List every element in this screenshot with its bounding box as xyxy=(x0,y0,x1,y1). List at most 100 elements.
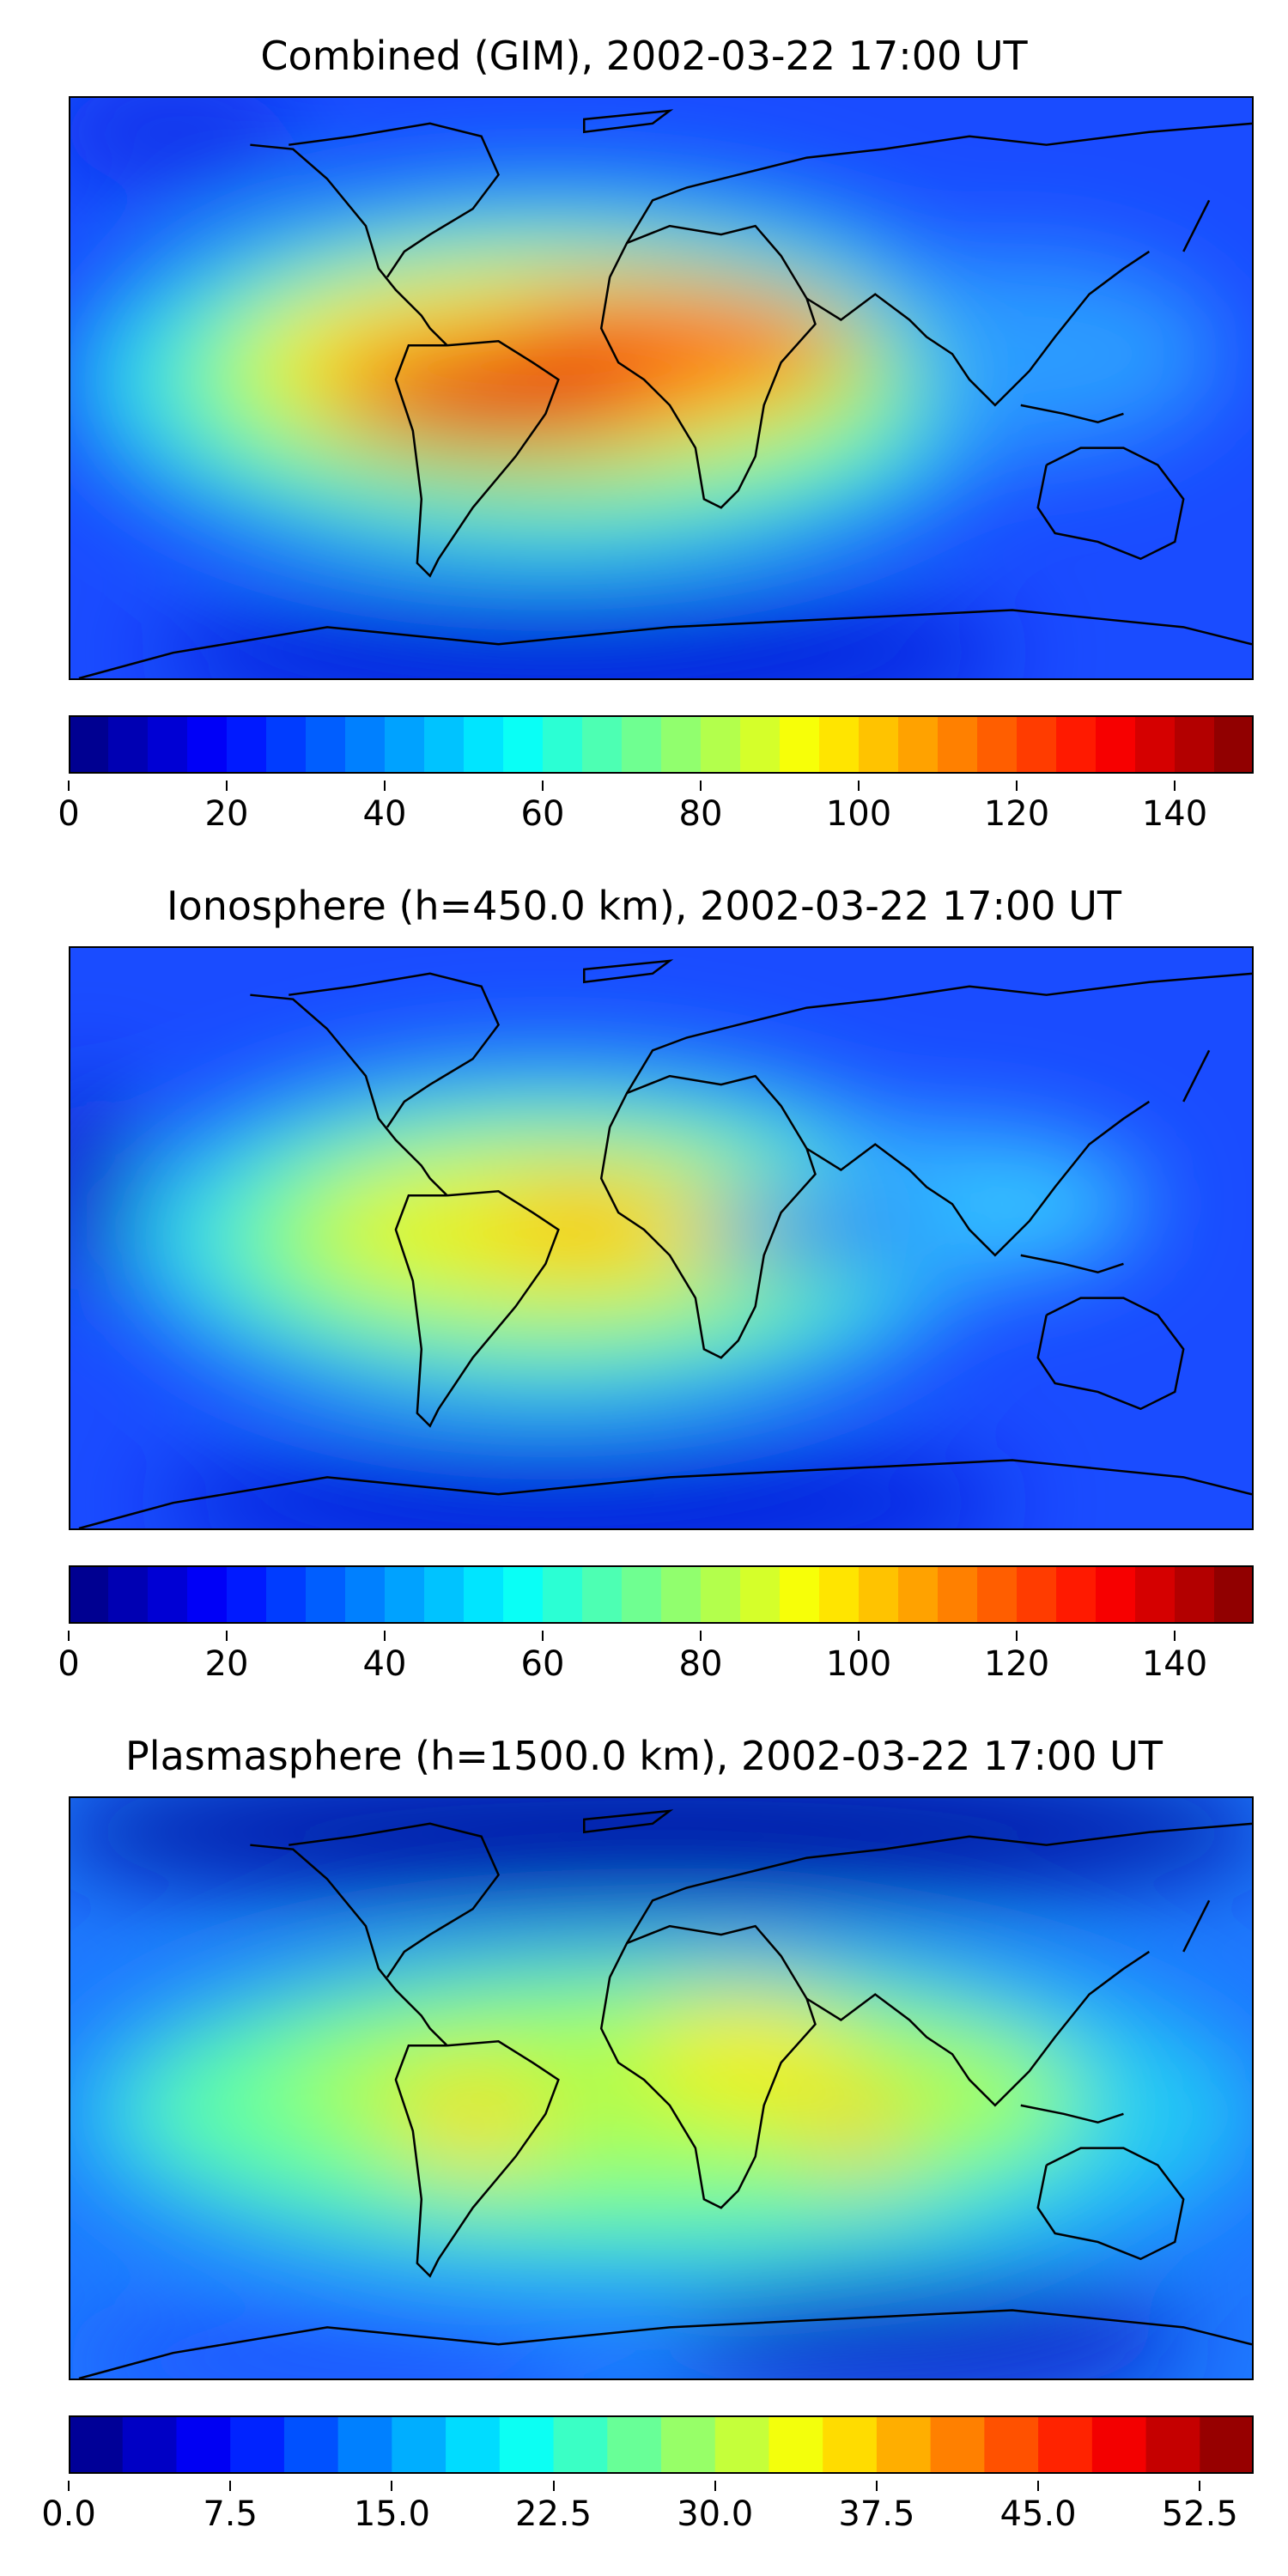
colorbar-tick-label: 52.5 xyxy=(1161,2494,1238,2534)
colorbar-bin xyxy=(230,2415,285,2474)
colorbar-tick-label: 80 xyxy=(678,794,723,834)
colorbar-tick-mark xyxy=(1174,1631,1176,1641)
panel-3-title: Plasmasphere (h=1500.0 km), 2002-03-22 1… xyxy=(125,1733,1163,1779)
colorbar-tick-label: 100 xyxy=(825,794,892,834)
colorbar-bin xyxy=(819,1565,860,1624)
colorbar-bin xyxy=(503,1565,544,1624)
colorbar-tick-mark xyxy=(229,2481,232,2491)
colorbar-bin xyxy=(701,715,741,774)
colorbar-tick-label: 100 xyxy=(825,1644,892,1684)
panel-1-map xyxy=(69,96,1254,680)
panel-2-map xyxy=(69,946,1254,1530)
colorbar-bin xyxy=(819,715,860,774)
colorbar-bin xyxy=(876,2415,932,2474)
colorbar-bin xyxy=(1175,715,1215,774)
colorbar-tick-label: 60 xyxy=(520,794,565,834)
colorbar-bin xyxy=(227,715,267,774)
colorbar-bin xyxy=(1145,2415,1200,2474)
colorbar-tick-mark xyxy=(68,781,70,791)
colorbar-bin xyxy=(306,715,346,774)
colorbar-bin xyxy=(823,2415,878,2474)
colorbar-tick-mark xyxy=(68,1631,70,1641)
colorbar-bin xyxy=(607,2415,662,2474)
colorbar-tick-mark xyxy=(714,2481,716,2491)
colorbar-bin xyxy=(122,2415,178,2474)
panel-1-title: Combined (GIM), 2002-03-22 17:00 UT xyxy=(260,33,1028,79)
colorbar-tick-mark xyxy=(858,781,860,791)
colorbar-bin xyxy=(1135,715,1176,774)
colorbar-tick-label: 0 xyxy=(58,1644,80,1684)
colorbar-tick-mark xyxy=(858,1631,860,1641)
colorbar-bin xyxy=(108,715,149,774)
colorbar-bin xyxy=(930,2415,985,2474)
panel-1-colorbar-ticks: 0 20 40 60 80 100 120 140 xyxy=(58,781,1254,837)
colorbar-tick-mark xyxy=(1016,781,1018,791)
colorbar-tick-mark xyxy=(542,781,544,791)
colorbar-bin xyxy=(622,715,662,774)
colorbar-bin xyxy=(938,1565,978,1624)
colorbar-bin xyxy=(108,1565,149,1624)
colorbar-tick-mark xyxy=(542,1631,544,1641)
colorbar-tick-mark xyxy=(1037,2481,1040,2491)
colorbar-tick-label: 0 xyxy=(58,794,80,834)
colorbar-bin xyxy=(1214,1565,1254,1624)
colorbar-bin xyxy=(499,2415,555,2474)
colorbar-bin xyxy=(984,2415,1039,2474)
colorbar-bin xyxy=(464,1565,504,1624)
colorbar-bin xyxy=(898,1565,939,1624)
colorbar-bin xyxy=(306,1565,346,1624)
colorbar-bin xyxy=(187,1565,228,1624)
colorbar-tick-mark xyxy=(226,1631,228,1641)
colorbar-tick-label: 15.0 xyxy=(353,2494,430,2534)
panel-1-heatmap xyxy=(70,98,1252,678)
panel-1-coastlines xyxy=(78,109,1252,678)
colorbar-bin xyxy=(769,2415,823,2474)
colorbar-tick-label: 37.5 xyxy=(838,2494,915,2534)
colorbar-tick-mark xyxy=(384,781,386,791)
colorbar-tick-mark xyxy=(1016,1631,1018,1641)
colorbar-bin xyxy=(337,2415,392,2474)
colorbar-bin xyxy=(176,2415,231,2474)
colorbar-bin xyxy=(859,1565,899,1624)
colorbar-bin xyxy=(543,1565,583,1624)
colorbar-bin xyxy=(148,1565,188,1624)
colorbar-bin xyxy=(69,1565,109,1624)
colorbar-bin xyxy=(622,1565,662,1624)
colorbar-tick-label: 20 xyxy=(204,794,249,834)
colorbar-bin xyxy=(1056,1565,1097,1624)
colorbar-tick-label: 60 xyxy=(520,1644,565,1684)
colorbar-bin xyxy=(392,2415,447,2474)
colorbar-tick-label: 140 xyxy=(1141,794,1208,834)
colorbar-bin xyxy=(187,715,228,774)
colorbar-tick-mark xyxy=(1199,2481,1201,2491)
colorbar-bin xyxy=(701,1565,741,1624)
colorbar-bin xyxy=(553,2415,608,2474)
colorbar-bin xyxy=(543,715,583,774)
colorbar-tick-label: 140 xyxy=(1141,1644,1208,1684)
colorbar-tick-label: 30.0 xyxy=(677,2494,754,2534)
panel-1-colorbar xyxy=(69,715,1254,774)
colorbar-tick-label: 20 xyxy=(204,1644,249,1684)
colorbar-tick-label: 0.0 xyxy=(41,2494,96,2534)
colorbar-bin xyxy=(69,715,109,774)
colorbar-bin xyxy=(661,1565,702,1624)
colorbar-bin xyxy=(582,1565,623,1624)
colorbar-bin xyxy=(424,715,465,774)
colorbar-tick-mark xyxy=(700,781,702,791)
colorbar-tick-mark xyxy=(391,2481,393,2491)
colorbar-bin xyxy=(898,715,939,774)
colorbar-bin xyxy=(227,1565,267,1624)
colorbar-bin xyxy=(1017,1565,1057,1624)
colorbar-bin xyxy=(977,715,1018,774)
colorbar-bin xyxy=(503,715,544,774)
colorbar-bin xyxy=(977,1565,1018,1624)
colorbar-bin xyxy=(345,1565,386,1624)
colorbar-tick-label: 45.0 xyxy=(999,2494,1077,2534)
colorbar-tick-label: 22.5 xyxy=(515,2494,592,2534)
colorbar-bin xyxy=(714,2415,770,2474)
colorbar-bin xyxy=(148,715,188,774)
colorbar-bin xyxy=(582,715,623,774)
colorbar-tick-mark xyxy=(552,2481,555,2491)
colorbar-tick-mark xyxy=(226,781,228,791)
colorbar-bin xyxy=(780,715,820,774)
